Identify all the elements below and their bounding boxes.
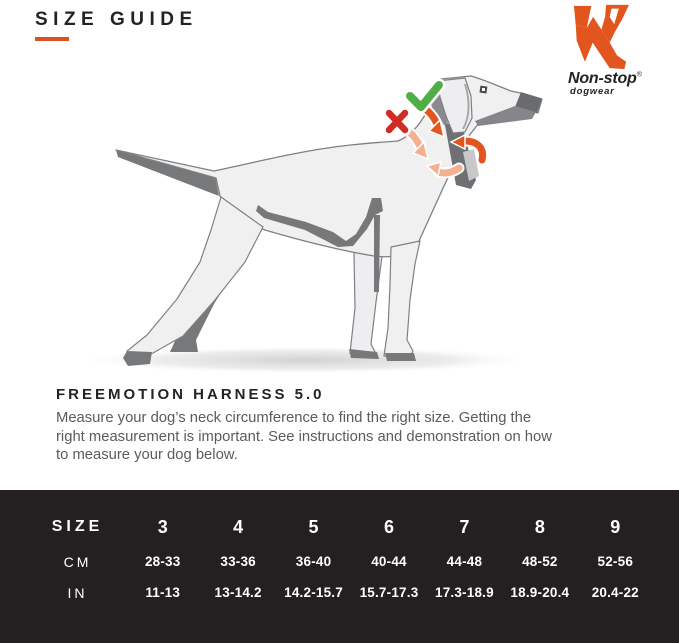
correct-arrow-right	[449, 133, 489, 166]
row-label-size: SIZE	[51, 518, 104, 535]
dog-near-front-paw-shadow	[385, 353, 416, 361]
nonstop-logo-icon	[573, 4, 629, 70]
description-line-2: right measurement is important. See inst…	[56, 428, 552, 445]
neck-strap-light	[463, 149, 479, 181]
dog-ear	[436, 77, 473, 134]
size-value-7: 9	[610, 516, 621, 537]
dog-nose	[515, 92, 542, 113]
size-value-6: 8	[534, 516, 545, 537]
cross-icon	[383, 107, 411, 136]
dog-far-hind-leg	[170, 208, 258, 352]
dog-tail-shadow	[116, 150, 219, 196]
product-description: Measure your dog’s neck circumference to…	[56, 409, 552, 465]
dog-body	[115, 75, 543, 258]
dog-near-hind-paw-shadow	[123, 351, 152, 366]
check-icon	[403, 78, 446, 114]
size-value-1: 3	[157, 516, 168, 537]
dog-far-front-paw-shadow	[349, 349, 379, 359]
description-line-3: to measure your dog below.	[56, 447, 238, 464]
cm-value-6: 48-52	[522, 554, 558, 569]
size-value-3: 5	[308, 516, 319, 537]
brand-name-text: Non-stop	[568, 70, 637, 87]
size-value-4: 6	[383, 516, 394, 537]
dog-leg-shading-line	[374, 215, 380, 292]
dog-far-front-leg	[349, 251, 383, 355]
page-title: SIZE GUIDE	[35, 9, 198, 30]
in-value-7: 20.4-22	[591, 585, 639, 600]
correct-arrow-left	[415, 101, 446, 139]
dog-muzzle-shading	[475, 106, 536, 126]
cm-value-1: 28-33	[144, 554, 181, 569]
size-table: SIZE 3 4 5 6 7 8 9 CM 28-33 33-36 36-40 …	[0, 490, 679, 643]
cm-value-2: 33-36	[220, 554, 256, 569]
description-line-1: Measure your dog’s neck circumference to…	[56, 410, 532, 426]
in-value-4: 15.7-17.3	[359, 585, 419, 600]
dog-belly-shading	[256, 198, 383, 247]
registered-mark: ®	[636, 71, 642, 79]
head-back-shading	[430, 95, 449, 128]
row-label-in: IN	[67, 584, 88, 601]
in-value-6: 18.9-20.4	[510, 585, 570, 600]
dog-near-hind-leg	[126, 196, 264, 362]
cm-value-7: 52-56	[597, 554, 634, 569]
size-value-5: 7	[459, 516, 470, 537]
dog-eye-highlight	[482, 88, 485, 91]
in-value-1: 11-13	[145, 585, 181, 600]
incorrect-arrow-left	[398, 123, 430, 161]
cm-value-3: 36-40	[295, 554, 332, 569]
title-underline	[35, 37, 69, 41]
brand-subtitle: dogwear	[570, 86, 615, 97]
brand-name: Non-stop®	[568, 70, 642, 88]
cm-value-5: 44-48	[446, 554, 483, 569]
row-label-cm: CM	[63, 553, 92, 570]
size-value-2: 4	[233, 516, 244, 537]
neck-band	[445, 120, 476, 189]
dog-eye	[479, 85, 488, 94]
incorrect-arrow-bottom	[425, 160, 465, 179]
cm-value-4: 40-44	[371, 554, 407, 569]
in-value-5: 17.3-18.9	[434, 585, 494, 600]
ground-shadow	[75, 346, 535, 374]
product-title: FREEMOTION HARNESS 5.0	[56, 386, 325, 403]
dog-near-front-leg	[383, 240, 421, 358]
dog-ear-inner-line	[462, 83, 470, 130]
in-value-3: 14.2-15.7	[284, 585, 343, 600]
in-value-2: 13-14.2	[214, 585, 262, 600]
